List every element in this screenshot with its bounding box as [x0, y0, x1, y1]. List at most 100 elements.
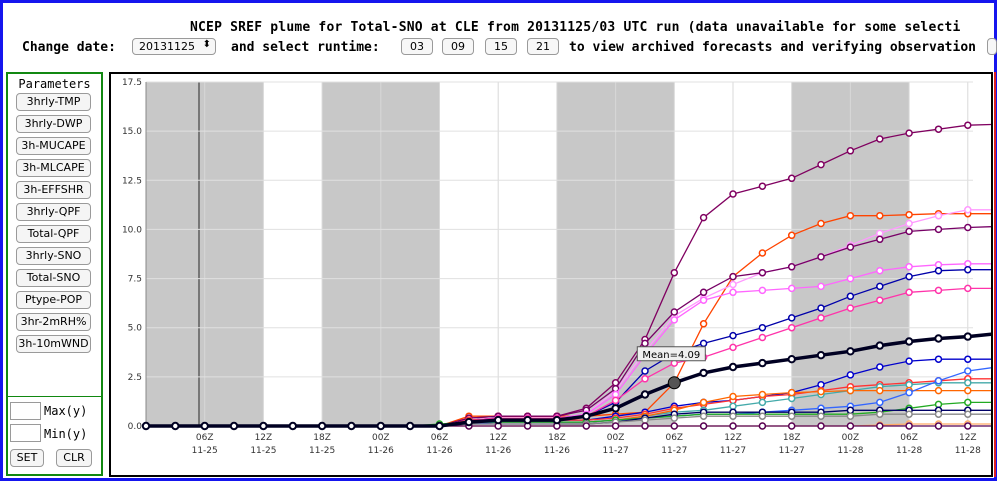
series-point	[876, 422, 884, 430]
series-point	[905, 357, 913, 365]
mean-tooltip-text: Mean=4.09	[642, 350, 700, 361]
y-tick-label: 12.5	[122, 176, 142, 186]
param-button-ptype-pop[interactable]: Ptype-POP	[16, 291, 91, 309]
header: NCEP SREF plume for Total-SNO at CLE fro…	[0, 16, 997, 68]
series-point	[523, 415, 532, 425]
series-point	[699, 213, 708, 222]
mean-highlight-point	[667, 376, 681, 390]
series-point	[817, 422, 825, 430]
series-point	[758, 398, 767, 407]
series-point	[876, 363, 884, 371]
series-point	[846, 243, 855, 251]
series-point	[787, 412, 796, 420]
series-point	[846, 347, 855, 356]
x-tick-label: 06Z	[665, 433, 683, 443]
series-point	[729, 343, 737, 352]
clr-button[interactable]: CLR	[56, 449, 92, 467]
series-point	[846, 412, 855, 420]
series-point	[817, 387, 825, 396]
runtime-button-21[interactable]: 21	[527, 38, 559, 55]
series-point	[729, 288, 737, 297]
series-point	[787, 355, 796, 364]
x-tick-label: 12Z	[255, 433, 273, 443]
series-point	[435, 421, 444, 431]
param-button-total-qpf[interactable]: Total-QPF	[16, 225, 91, 243]
series-point	[699, 296, 708, 304]
series-point	[964, 410, 972, 418]
series-point	[905, 263, 913, 271]
series-point	[758, 286, 767, 295]
x-tick-label: 06Z	[196, 433, 214, 443]
series-point	[699, 339, 708, 348]
param-button-total-sno[interactable]: Total-SNO	[16, 269, 91, 287]
param-button-3hrly-tmp[interactable]: 3hrly-TMP	[16, 93, 91, 111]
series-point	[846, 292, 855, 301]
y-tick-label: 0.0	[128, 422, 143, 432]
series-point	[787, 323, 796, 332]
x-tick-label: 06Z	[900, 433, 918, 443]
chevron-updown-icon: ⬍	[202, 39, 211, 50]
param-button-3h-mucape[interactable]: 3h-MUCAPE	[16, 137, 91, 155]
series-point	[934, 266, 943, 275]
panel-divider	[8, 396, 101, 399]
param-button-3h-mlcape[interactable]: 3h-MLCAPE	[16, 159, 91, 177]
series-point	[905, 227, 913, 236]
series-point	[347, 421, 356, 431]
min-y-input[interactable]	[10, 424, 41, 442]
series-point	[905, 410, 913, 418]
y-tick-label: 2.5	[128, 373, 142, 383]
param-button-3hrly-qpf[interactable]: 3hrly-QPF	[16, 203, 91, 221]
param-button-3h-10mwnd[interactable]: 3h-10mWND	[16, 335, 91, 353]
series-point	[846, 274, 855, 283]
series-point	[641, 339, 649, 348]
date-select-value: 20131125	[139, 40, 195, 53]
series-point	[905, 219, 913, 228]
page-title: NCEP SREF plume for Total-SNO at CLE fro…	[190, 20, 961, 35]
series-point	[963, 332, 972, 341]
series-point	[846, 211, 855, 220]
series-point	[787, 231, 796, 240]
series-point	[787, 284, 796, 293]
x-tick-date: 11-26	[485, 446, 511, 456]
max-y-input[interactable]	[10, 402, 41, 420]
set-button[interactable]: SET	[10, 449, 44, 467]
series-point	[934, 225, 943, 234]
series-point	[670, 422, 679, 430]
series-point	[494, 415, 503, 425]
x-tick-date: 11-25	[309, 446, 335, 456]
series-point	[876, 211, 884, 220]
x-tick-label: 12Z	[724, 433, 742, 443]
x-tick-label: 18Z	[548, 433, 566, 443]
series-point	[934, 125, 943, 133]
mean-tooltip-box	[636, 346, 706, 362]
series-point	[876, 229, 884, 238]
series-point	[758, 358, 767, 368]
series-point	[934, 286, 943, 295]
date-select[interactable]: 20131125 ⬍	[132, 38, 216, 55]
runtime-button-09[interactable]: 09	[442, 38, 474, 55]
partial-button[interactable]	[987, 38, 997, 55]
series-point	[758, 268, 767, 277]
series-point	[934, 422, 943, 430]
param-button-3hr-2mrh[interactable]: 3hr-2mRH%	[16, 313, 91, 331]
series-point	[200, 421, 209, 431]
runtime-button-03[interactable]: 03	[401, 38, 433, 55]
x-tick-label: 12Z	[959, 433, 977, 443]
series-point	[317, 421, 327, 431]
series-point	[964, 398, 972, 407]
param-button-3h-effshr[interactable]: 3h-EFFSHR	[16, 181, 91, 199]
param-button-3hrly-sno[interactable]: 3hrly-SNO	[16, 247, 91, 265]
series-point	[758, 323, 767, 332]
x-tick-label: 00Z	[372, 433, 390, 443]
series-point	[817, 304, 825, 312]
param-button-3hrly-dwp[interactable]: 3hrly-DWP	[16, 115, 91, 133]
series-point	[729, 280, 737, 289]
x-tick-date: 11-26	[426, 446, 452, 456]
series-point	[817, 253, 825, 261]
series-point	[934, 334, 943, 343]
series-point	[905, 129, 913, 137]
runtime-button-15[interactable]: 15	[485, 38, 517, 55]
series-point	[229, 421, 239, 431]
series-point	[934, 400, 943, 409]
x-tick-label: 06Z	[431, 433, 449, 443]
